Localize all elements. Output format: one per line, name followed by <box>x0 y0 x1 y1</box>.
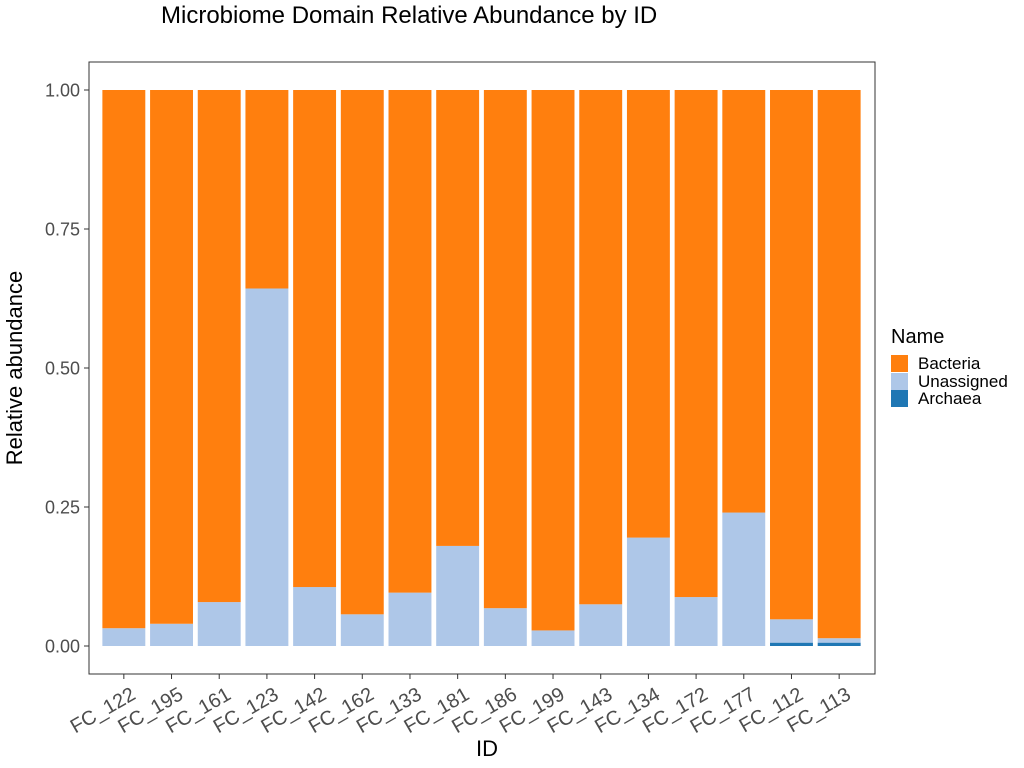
bar-bacteria-fc_161 <box>197 90 241 603</box>
legend-item-bacteria: Bacteria <box>891 355 1008 373</box>
bar-bacteria-fc_181 <box>436 90 480 546</box>
bar-bacteria-fc_172 <box>674 90 718 598</box>
y-axis-label: Relative abundance <box>2 271 27 465</box>
bar-bacteria-fc_112 <box>770 90 813 620</box>
bar-bacteria-fc_123 <box>245 90 289 289</box>
bar-bacteria-fc_134 <box>626 90 670 538</box>
bar-bacteria-fc_177 <box>722 90 766 513</box>
legend-label: Bacteria <box>918 354 981 374</box>
legend-swatch <box>891 390 908 408</box>
bar-unassigned-fc_122 <box>102 628 146 646</box>
legend: Name Bacteria Unassigned Archaea <box>891 326 1008 408</box>
bar-unassigned-fc_113 <box>817 638 861 643</box>
bar-unassigned-fc_199 <box>531 630 575 646</box>
bar-unassigned-fc_186 <box>483 608 527 646</box>
y-tick-label: 0.50 <box>45 359 80 379</box>
legend-label: Archaea <box>918 389 982 409</box>
bar-unassigned-fc_181 <box>436 545 480 646</box>
bar-unassigned-fc_143 <box>579 604 623 646</box>
bar-unassigned-fc_172 <box>674 597 718 646</box>
bar-bacteria-fc_113 <box>817 90 861 639</box>
legend-label: Unassigned <box>918 371 1008 391</box>
bar-bacteria-fc_122 <box>102 90 146 629</box>
bar-unassigned-fc_133 <box>388 592 432 646</box>
bars-layer <box>102 90 861 646</box>
legend-items: Bacteria Unassigned Archaea <box>891 355 1008 408</box>
legend-item-archaea: Archaea <box>891 390 1008 408</box>
bar-unassigned-fc_162 <box>340 614 384 646</box>
y-tick-label: 0.75 <box>45 220 80 240</box>
legend-title: Name <box>891 326 945 348</box>
legend-swatch <box>891 355 908 373</box>
bar-unassigned-fc_112 <box>770 619 813 643</box>
bar-bacteria-fc_133 <box>388 90 432 593</box>
bar-bacteria-fc_195 <box>150 90 193 624</box>
bar-unassigned-fc_142 <box>293 587 337 646</box>
y-tick-label: 0.25 <box>45 498 80 518</box>
chart-title: Microbiome Domain Relative Abundance by … <box>161 2 658 29</box>
bar-bacteria-fc_186 <box>483 90 527 609</box>
y-axis: 0.00 0.25 0.50 0.75 1.00 <box>45 81 89 657</box>
legend-swatch <box>891 372 908 390</box>
y-tick-label: 0.00 <box>45 637 80 657</box>
bar-unassigned-fc_177 <box>722 512 766 646</box>
y-tick-label: 1.00 <box>45 81 80 101</box>
x-axis-label: ID <box>476 736 498 761</box>
bar-archaea-fc_112 <box>770 642 813 646</box>
bar-unassigned-fc_123 <box>245 288 289 646</box>
bar-archaea-fc_113 <box>817 642 861 646</box>
bar-unassigned-fc_195 <box>150 623 193 646</box>
bar-bacteria-fc_199 <box>531 90 575 631</box>
bar-bacteria-fc_143 <box>579 90 623 605</box>
legend-item-unassigned: Unassigned <box>891 371 1008 391</box>
bar-unassigned-fc_161 <box>197 602 241 646</box>
bar-bacteria-fc_142 <box>293 90 337 588</box>
x-axis: FC_122FC_195FC_161FC_123FC_142FC_162FC_1… <box>67 674 855 738</box>
bar-bacteria-fc_162 <box>340 90 384 615</box>
bar-unassigned-fc_134 <box>626 537 670 646</box>
